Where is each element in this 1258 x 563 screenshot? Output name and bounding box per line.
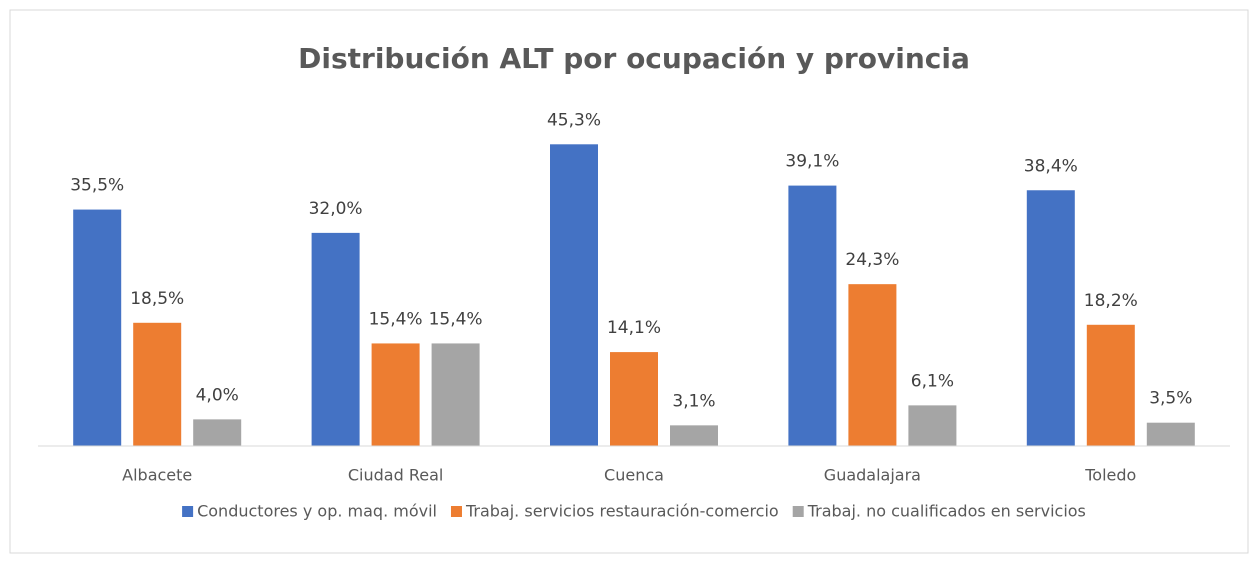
legend-swatch xyxy=(450,506,462,517)
data-label: 24,3% xyxy=(845,250,899,270)
data-label: 3,5% xyxy=(1149,389,1192,409)
bar xyxy=(788,185,837,446)
data-label: 14,1% xyxy=(607,318,661,338)
bar xyxy=(431,343,480,446)
data-label: 39,1% xyxy=(785,152,839,172)
bar xyxy=(311,232,360,446)
legend-label: Trabaj. no cualificados en servicios xyxy=(807,502,1086,521)
data-label: 15,4% xyxy=(369,309,423,329)
bar xyxy=(550,144,598,446)
x-tick-label: Cuenca xyxy=(604,466,664,485)
bar xyxy=(133,322,182,446)
bar xyxy=(908,405,957,446)
bar xyxy=(371,343,420,446)
bar xyxy=(73,209,122,446)
data-label: 15,4% xyxy=(429,309,483,329)
bar xyxy=(193,419,242,446)
bar xyxy=(848,284,897,446)
legend-swatch xyxy=(792,506,804,517)
x-tick-label: Ciudad Real xyxy=(348,466,443,485)
data-label: 4,0% xyxy=(196,385,239,405)
x-tick-label: Toledo xyxy=(1084,466,1136,485)
data-label: 35,5% xyxy=(70,176,124,196)
chart-title: Distribución ALT por ocupación y provinc… xyxy=(298,42,970,75)
data-label: 3,1% xyxy=(672,391,715,411)
x-tick-label: Guadalajara xyxy=(824,466,921,485)
data-label: 32,0% xyxy=(309,199,363,219)
legend-swatch xyxy=(182,506,194,517)
data-label: 6,1% xyxy=(911,371,954,391)
data-label: 38,4% xyxy=(1024,156,1078,176)
bar xyxy=(670,425,718,446)
legend-label: Trabaj. servicios restauración-comercio xyxy=(465,502,779,521)
data-label: 18,2% xyxy=(1084,291,1138,311)
bar xyxy=(1026,190,1075,446)
bar xyxy=(1086,324,1135,446)
x-tick-label: Albacete xyxy=(122,466,192,485)
bar xyxy=(610,352,658,446)
bar xyxy=(1146,422,1195,446)
legend-label: Conductores y op. maq. móvil xyxy=(197,502,437,521)
data-label: 18,5% xyxy=(130,289,184,309)
data-label: 45,3% xyxy=(547,110,601,130)
